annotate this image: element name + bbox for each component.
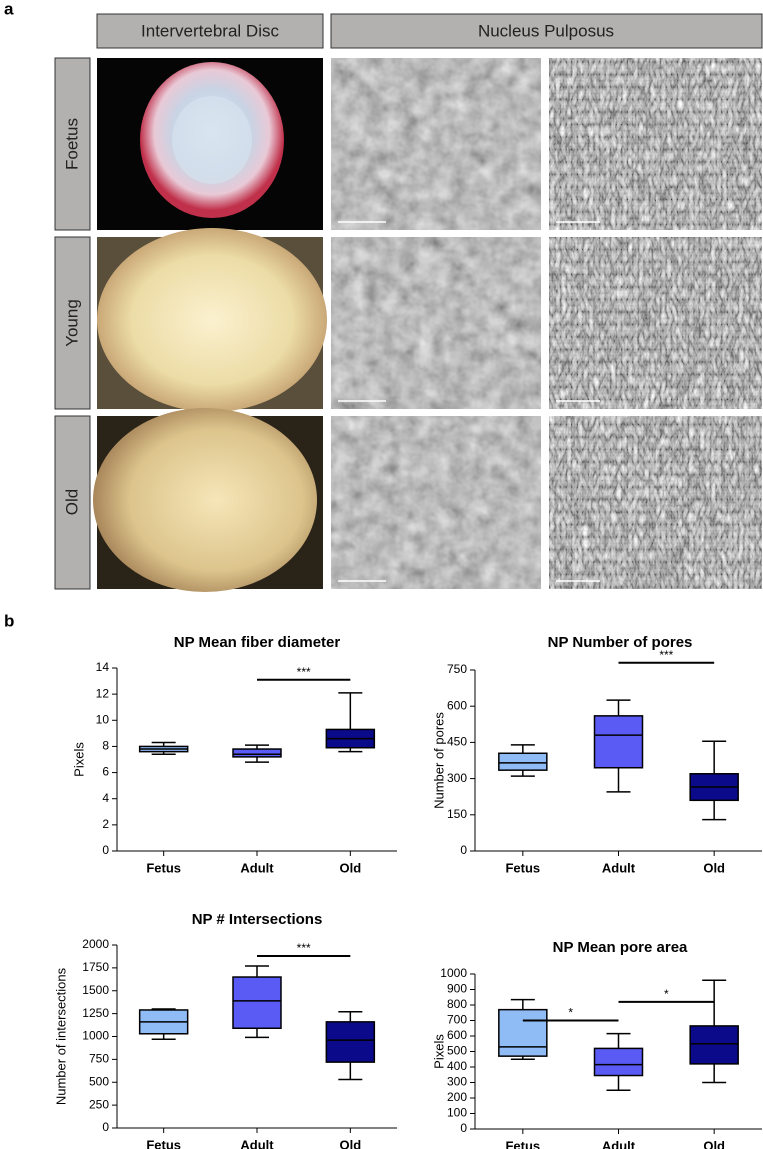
y-tick-label: 1000	[440, 966, 467, 980]
chart-title: NP Mean pore area	[553, 939, 688, 956]
row-label: Young	[62, 299, 81, 347]
significance-label: *	[664, 987, 669, 1001]
header-box	[330, 13, 763, 49]
y-tick-label: 600	[447, 1028, 467, 1042]
y-tick-label: 750	[89, 1052, 109, 1066]
chart-title: NP Mean fiber diameter	[174, 634, 341, 651]
y-tick-label: 900	[447, 982, 467, 996]
panel-label: a	[4, 0, 14, 18]
column-header: Intervertebral Disc	[141, 21, 279, 40]
y-tick-label: 10	[96, 712, 110, 726]
y-axis-label: Number of intersections	[53, 967, 68, 1105]
y-tick-label: 1500	[82, 983, 109, 997]
y-tick-label: 0	[102, 843, 109, 857]
chart-title: NP Number of pores	[548, 634, 693, 651]
row-label: Old	[62, 489, 81, 515]
y-tick-label: 150	[447, 807, 467, 821]
x-tick-label: Old	[703, 1138, 725, 1149]
y-axis-label: Pixels	[431, 1034, 446, 1069]
box	[593, 715, 644, 769]
box	[232, 748, 282, 758]
y-tick-label: 750	[447, 662, 467, 676]
x-tick-label: Adult	[602, 1138, 636, 1149]
x-tick-label: Old	[339, 860, 361, 875]
photo	[93, 408, 323, 592]
y-tick-label: 1250	[82, 1006, 109, 1020]
y-tick-label: 0	[460, 843, 467, 857]
y-tick-label: 0	[102, 1120, 109, 1134]
sem-image	[549, 237, 762, 409]
significance-label: ***	[297, 941, 311, 955]
row-label-box	[54, 236, 91, 410]
sem-image	[331, 416, 541, 589]
y-axis-label: Pixels	[71, 742, 86, 777]
box	[689, 1025, 739, 1065]
x-tick-label: Old	[339, 1137, 361, 1149]
box	[498, 1008, 548, 1057]
sem-image	[331, 58, 541, 230]
y-tick-label: 14	[96, 660, 110, 674]
y-tick-label: 600	[447, 698, 467, 712]
y-tick-label: 100	[447, 1106, 467, 1120]
y-tick-label: 0	[460, 1121, 467, 1135]
row-label-box	[54, 57, 91, 231]
photo	[97, 58, 323, 230]
x-tick-label: Old	[703, 860, 725, 875]
y-tick-label: 1000	[82, 1029, 109, 1043]
y-tick-label: 8	[102, 739, 109, 753]
x-tick-label: Fetus	[146, 860, 181, 875]
box	[325, 1021, 376, 1063]
sem-image	[549, 58, 762, 230]
y-tick-label: 500	[89, 1074, 109, 1088]
x-tick-label: Fetus	[505, 860, 540, 875]
x-tick-label: Fetus	[505, 1138, 540, 1149]
scale-bars	[338, 221, 600, 582]
box	[498, 752, 548, 771]
chart-title: NP # Intersections	[192, 911, 323, 928]
y-tick-label: 1750	[82, 960, 109, 974]
column-header: Nucleus Pulposus	[478, 21, 614, 40]
y-tick-label: 800	[447, 997, 467, 1011]
significance-label: ***	[659, 648, 673, 662]
row-label-box	[54, 415, 91, 590]
x-tick-label: Adult	[240, 860, 274, 875]
y-tick-label: 500	[447, 1044, 467, 1058]
x-tick-label: Fetus	[146, 1137, 181, 1149]
sem-image	[331, 237, 541, 409]
y-tick-label: 6	[102, 765, 109, 779]
y-tick-label: 12	[96, 686, 110, 700]
y-tick-label: 250	[89, 1097, 109, 1111]
significance-label: ***	[297, 665, 311, 679]
sem-image	[549, 416, 762, 589]
box	[593, 1047, 644, 1077]
x-tick-label: Adult	[602, 860, 636, 875]
y-tick-label: 200	[447, 1090, 467, 1104]
significance-label: *	[568, 1006, 573, 1020]
y-tick-label: 400	[447, 1059, 467, 1073]
x-tick-label: Adult	[240, 1137, 274, 1149]
y-axis-label: Number of pores	[431, 712, 446, 809]
box	[232, 976, 282, 1030]
header-box	[96, 13, 324, 49]
y-tick-label: 2	[102, 817, 109, 831]
y-tick-label: 700	[447, 1013, 467, 1027]
y-tick-label: 300	[447, 771, 467, 785]
panel-label: b	[4, 611, 14, 630]
photo	[97, 228, 327, 412]
y-tick-label: 300	[447, 1075, 467, 1089]
row-label: Foetus	[62, 118, 81, 170]
y-tick-label: 4	[102, 791, 109, 805]
y-tick-label: 450	[447, 735, 467, 749]
y-tick-label: 2000	[82, 937, 109, 951]
